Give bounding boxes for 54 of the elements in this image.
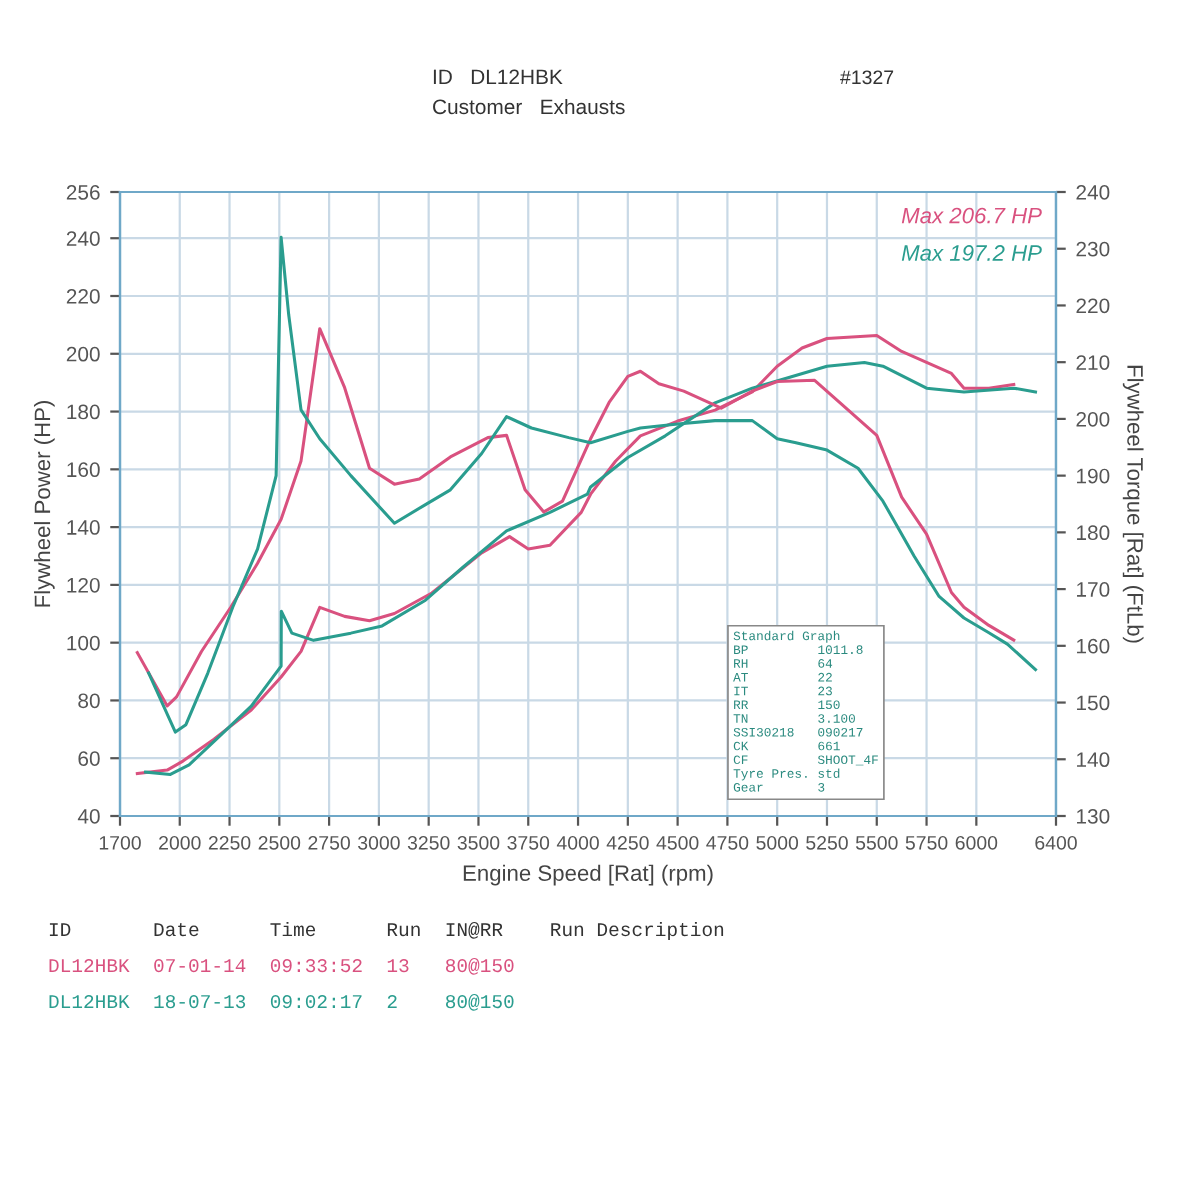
y-tick-label: 200: [66, 346, 100, 362]
y2-tick-label: 180: [1077, 525, 1110, 541]
y2-tick-label: 200: [1076, 411, 1110, 427]
x-tick-label: 4000: [556, 835, 599, 850]
x-tick-label: 3750: [507, 835, 550, 850]
y-tick-label: 140: [67, 520, 100, 535]
y2-tick-label: 140: [1077, 752, 1110, 768]
x-tick-label: 2250: [208, 835, 251, 850]
x-tick-label: 5250: [806, 835, 848, 850]
y-tick-label: 256: [66, 185, 100, 200]
x-tick-label: 5500: [855, 835, 898, 850]
x-tick-label: 3500: [457, 835, 500, 850]
x-tick-label: 4750: [706, 835, 749, 850]
x-axis-title: Engine Speed [Rat] (rpm): [463, 864, 713, 886]
y2-axis-title: Flywheel Torque [Rat] (FtLb): [1122, 365, 1144, 643]
y-tick-label: 100: [67, 635, 100, 651]
x-tick-label: 3250: [407, 835, 450, 850]
y2-tick-label: 190: [1077, 468, 1110, 484]
text: #1327: [840, 70, 894, 85]
x-tick-label: 1700: [99, 835, 141, 850]
y2-tick-label: 130: [1077, 809, 1110, 824]
annotation: Max 206.7 HP: [901, 207, 1042, 224]
x-tick-label: 6000: [955, 835, 998, 850]
x-tick-label: 2000: [159, 835, 201, 850]
annotation: Max 197.2 HP: [901, 245, 1042, 261]
y2-tick-label: 220: [1076, 298, 1110, 314]
y2-tick-label: 160: [1077, 638, 1110, 654]
y2-tick-label: 230: [1076, 241, 1110, 257]
y2-tick-label: 170: [1077, 582, 1110, 597]
y2-tick-label: 240: [1076, 185, 1110, 200]
x-tick-label: 6400: [1035, 835, 1077, 850]
x-tick-label: 5000: [756, 835, 799, 850]
y-tick-label: 240: [66, 231, 100, 246]
y2-tick-label: 210: [1076, 355, 1110, 370]
y-tick-label: 120: [67, 577, 100, 593]
text: Customer Exhausts: [433, 98, 625, 115]
x-tick-label: 3000: [358, 835, 400, 850]
y-tick-label: 160: [67, 462, 100, 478]
y-tick-label: 40: [77, 809, 100, 824]
x-tick-label: 5750: [905, 835, 948, 850]
x-tick-label: 2500: [258, 835, 301, 850]
text: DL12HBK 07-01-14 09:33:52 13 80@150: [49, 957, 514, 975]
y-tick-label: 220: [66, 289, 100, 304]
y-tick-label: 180: [67, 404, 100, 420]
x-tick-label: 4500: [656, 835, 699, 850]
y2-tick-label: 150: [1077, 695, 1110, 711]
x-tick-label: 2750: [308, 835, 350, 850]
text: DL12HBK 18-07-13 09:02:17 2 80@150: [49, 993, 514, 1011]
y-axis-title: Flywheel Power (HP): [33, 401, 55, 607]
y-tick-label: 80: [78, 693, 100, 709]
x-tick-label: 4250: [606, 835, 649, 850]
text: ID DL12HBK: [433, 69, 563, 84]
text: ID Date Time Run IN@RR Run Description: [49, 921, 724, 941]
y-tick-label: 60: [78, 751, 100, 766]
